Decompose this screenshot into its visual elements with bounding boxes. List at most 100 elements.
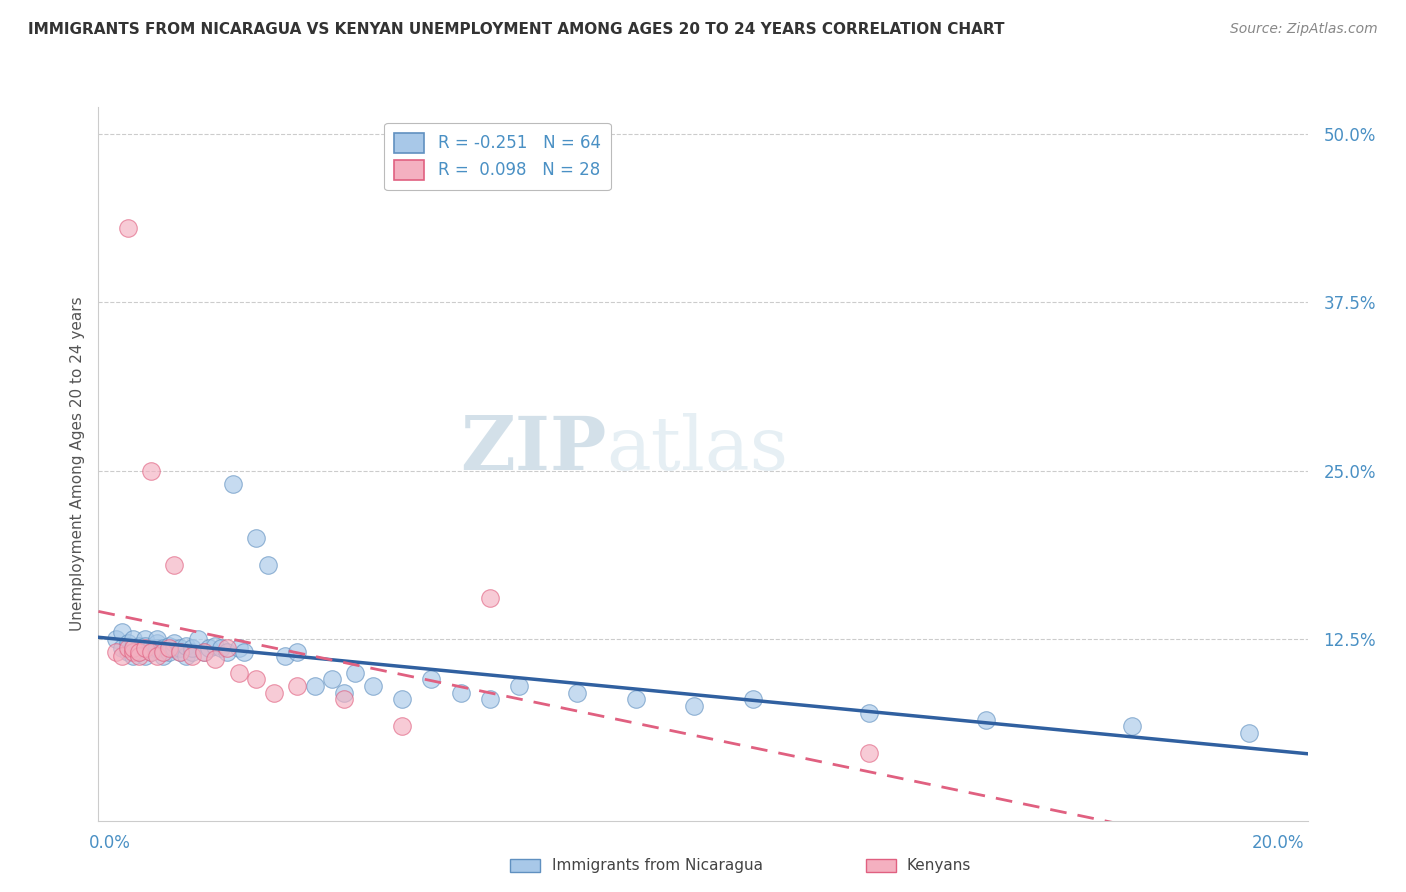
Point [204,652,226,666]
Text: Immigrants from Nicaragua: Immigrants from Nicaragua [551,858,763,873]
Point [478,591,501,606]
Point [285,679,308,693]
Point [128,639,150,653]
Point [228,641,250,656]
Point [117,636,139,650]
Point [215,641,238,656]
Point [117,645,139,659]
Point [420,673,443,687]
Text: Kenyans: Kenyans [905,858,970,873]
Point [139,645,162,659]
Point [128,645,150,659]
Point [858,706,880,720]
Point [146,636,169,650]
Point [104,645,127,659]
Point [122,632,145,646]
Point [228,665,250,680]
Point [174,639,197,653]
Point [624,692,647,706]
Point [391,719,413,733]
Point [139,464,162,478]
Point [567,686,589,700]
Text: IMMIGRANTS FROM NICARAGUA VS KENYAN UNEMPLOYMENT AMONG AGES 20 TO 24 YEARS CORRE: IMMIGRANTS FROM NICARAGUA VS KENYAN UNEM… [28,22,1005,37]
Point [122,645,145,659]
Point [122,649,145,664]
Point [157,645,180,659]
Point [233,645,256,659]
Point [157,639,180,653]
Point [180,649,202,664]
Point [193,645,215,659]
Point [163,558,186,572]
Legend: R = -0.251   N = 64, R =  0.098   N = 28: R = -0.251 N = 64, R = 0.098 N = 28 [384,122,610,190]
Point [198,641,221,656]
Point [111,649,134,664]
Point [152,641,174,656]
Point [741,692,763,706]
Point [122,641,145,656]
Point [128,649,150,664]
Point [222,477,245,491]
Point [245,531,267,545]
Point [146,641,169,656]
Point [117,641,139,656]
Point [245,673,267,687]
Point [134,641,156,656]
Point [858,747,880,761]
Text: Source: ZipAtlas.com: Source: ZipAtlas.com [1230,22,1378,37]
Point [285,645,308,659]
Point [139,645,162,659]
Bar [509,859,540,872]
Point [215,645,238,659]
Point [111,641,134,656]
Point [1237,726,1260,740]
Point [169,641,191,656]
Point [146,632,169,646]
Point [122,641,145,656]
Bar [866,859,897,872]
Point [117,221,139,235]
Point [209,641,232,656]
Point [117,639,139,653]
Point [478,692,501,706]
Point [450,686,472,700]
Point [152,645,174,659]
Point [134,649,156,664]
Point [344,665,367,680]
Point [508,679,530,693]
Point [139,641,162,656]
Point [974,713,997,727]
Point [180,641,202,656]
Point [332,686,354,700]
Point [134,632,156,646]
Point [152,649,174,664]
Text: ZIP: ZIP [460,413,606,486]
Point [304,679,326,693]
Point [274,649,297,664]
Point [332,692,354,706]
Point [152,645,174,659]
Point [128,641,150,656]
Point [204,639,226,653]
Point [391,692,413,706]
Point [256,558,278,572]
Point [104,632,127,646]
Point [163,636,186,650]
Y-axis label: Unemployment Among Ages 20 to 24 years: Unemployment Among Ages 20 to 24 years [69,296,84,632]
Point [146,649,169,664]
Point [683,699,706,714]
Point [157,641,180,656]
Point [134,639,156,653]
Point [1121,719,1143,733]
Point [128,645,150,659]
Point [187,632,209,646]
Point [361,679,384,693]
Point [193,645,215,659]
Point [174,649,197,664]
Text: atlas: atlas [606,413,789,486]
Point [163,641,186,656]
Point [111,625,134,640]
Point [169,645,191,659]
Point [180,645,202,659]
Point [169,645,191,659]
